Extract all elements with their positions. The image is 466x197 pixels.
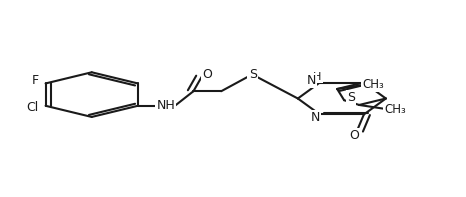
Text: N: N — [307, 74, 316, 87]
Text: H: H — [313, 72, 322, 82]
Text: O: O — [350, 129, 360, 142]
Text: CH₃: CH₃ — [362, 78, 384, 91]
Text: NH: NH — [156, 99, 175, 112]
Text: Cl: Cl — [27, 101, 39, 114]
Text: S: S — [249, 68, 257, 81]
Text: O: O — [202, 68, 212, 81]
Text: F: F — [32, 74, 39, 87]
Text: N: N — [310, 112, 320, 125]
Text: S: S — [347, 91, 355, 104]
Text: CH₃: CH₃ — [384, 103, 406, 116]
